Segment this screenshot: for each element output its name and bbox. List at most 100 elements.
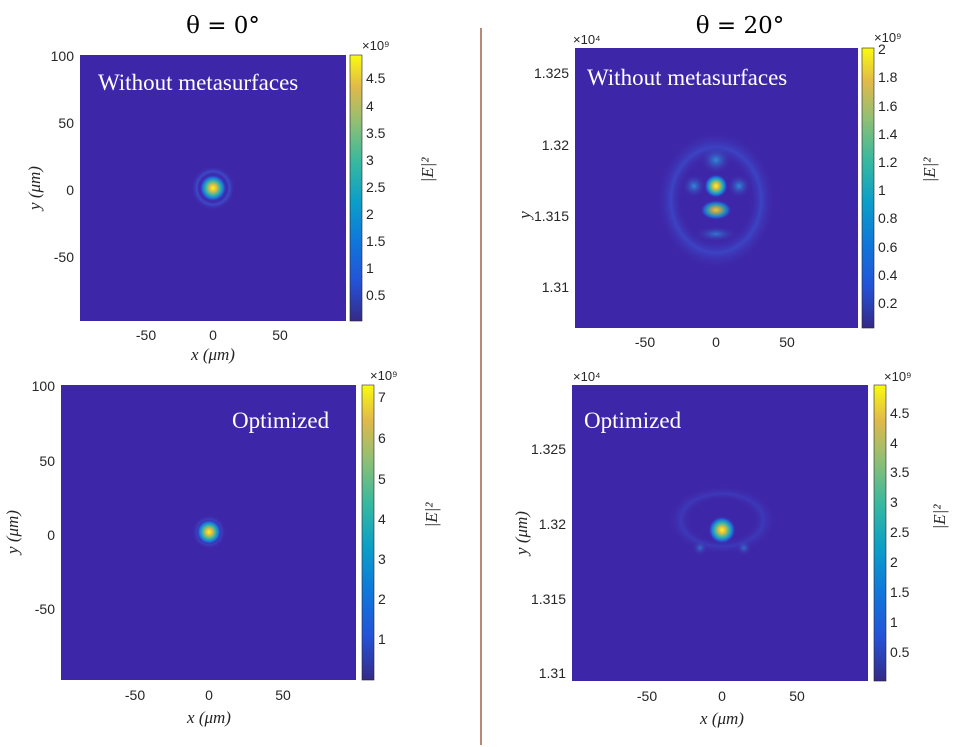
focal-spot [199, 174, 227, 202]
y-tick-label: 1.325 [534, 65, 569, 81]
column-title-left: θ = 0° [186, 13, 260, 39]
colorbar-tick: 3.5 [366, 125, 386, 141]
column-title-right: θ = 20° [696, 13, 785, 39]
x-tick-label: 50 [275, 687, 291, 703]
focal-spot [196, 519, 222, 545]
side-lobe [736, 540, 752, 556]
y-tick-label: 1.31 [539, 665, 566, 681]
x-tick-label: -50 [635, 334, 655, 350]
colorbar-exponent: ×10⁹ [874, 30, 902, 45]
colorbar-tick: 4.5 [890, 405, 910, 421]
colorbar-tick: 0.5 [890, 644, 910, 660]
colorbar-exponent: ×10⁹ [370, 368, 398, 383]
colorbar-tick: 1.2 [878, 154, 898, 170]
x-tick-label: 0 [209, 327, 217, 343]
y-tick-label: 100 [51, 48, 75, 64]
colorbar-tick: 2.5 [890, 524, 910, 540]
colorbar-tick: 2 [890, 554, 898, 570]
colorbar-label: |E|² [930, 504, 949, 530]
colorbar-tick: 2 [878, 41, 886, 57]
x-tick-label: 50 [779, 334, 795, 350]
y-tick-label: 1.315 [534, 208, 569, 224]
colorbar-tick: 3 [378, 551, 386, 567]
colorbar-tick: 1 [366, 260, 374, 276]
colorbar-tick: 4.5 [366, 70, 386, 86]
x-tick-label: 50 [789, 688, 805, 704]
x-tick-label: 0 [712, 334, 720, 350]
y-tick-label: 1.325 [531, 441, 566, 457]
y-tick-label: -50 [35, 601, 55, 617]
y-tick-label: 1.32 [542, 137, 569, 153]
colorbar-tick: 1.6 [878, 98, 898, 114]
side-lobe [692, 540, 708, 556]
side-lobe [727, 174, 751, 198]
focal-spot [708, 516, 736, 544]
colorbar-tick: 3 [366, 152, 374, 168]
x-tick-label: 50 [272, 327, 288, 343]
colorbar-tick: 3.5 [890, 464, 910, 480]
colorbar [873, 384, 887, 682]
colorbar-label: |E|² [418, 157, 437, 183]
x-tick-label: 0 [718, 688, 726, 704]
panel-top-left: Without metasurfaces 100 50 0 -50 -50 0 … [25, 38, 437, 364]
colorbar-tick: 3 [890, 494, 898, 510]
colorbar-exponent: ×10⁹ [362, 38, 390, 53]
colorbar-tick: 4 [890, 435, 898, 451]
y-tick-label: 1.315 [531, 591, 566, 607]
colorbar-tick: 0.5 [366, 287, 386, 303]
x-tick-label: -50 [637, 688, 657, 704]
side-lobe [694, 226, 738, 242]
x-axis-label: x (μm) [699, 709, 744, 728]
x-tick-label: -50 [125, 687, 145, 703]
y-tick-label: 0 [66, 182, 74, 198]
colorbar-label: |E|² [422, 502, 441, 528]
side-lobe [682, 174, 706, 198]
colorbar-tick: 7 [378, 389, 386, 405]
panel-bottom-right: Optimized ×10⁴ 1.325 1.32 1.315 1.31 -50… [512, 369, 949, 728]
panel-bottom-left: Optimized 100 50 0 -50 -50 0 50 x (μm) y… [3, 368, 441, 727]
y-axis-label: y (μm) [3, 510, 22, 556]
colorbar-tick: 4 [378, 511, 386, 527]
colorbar-tick: 6 [378, 430, 386, 446]
y-tick-label: -50 [54, 249, 74, 265]
colorbar-tick: 0.8 [878, 210, 898, 226]
y-tick-label: 50 [39, 453, 55, 469]
panel-title: Optimized [232, 408, 330, 433]
colorbar-tick: 1 [878, 182, 886, 198]
y-tick-label: 50 [58, 115, 74, 131]
colorbar-tick: 1.4 [878, 126, 898, 142]
side-lobe [700, 146, 732, 174]
x-axis-label: x (μm) [186, 708, 231, 727]
colorbar-tick: 1 [890, 614, 898, 630]
colorbar-tick: 1 [378, 631, 386, 647]
y-exponent: ×10⁴ [573, 369, 601, 384]
colorbar-tick: 4 [366, 98, 374, 114]
colorbar-exponent: ×10⁹ [884, 369, 912, 384]
panel-title: Without metasurfaces [98, 70, 298, 95]
colorbar-tick: 2.5 [366, 179, 386, 195]
colorbar-tick: 5 [378, 471, 386, 487]
y-axis-label: y (μm) [512, 511, 531, 557]
colorbar-tick: 0.2 [878, 295, 898, 311]
panel-title: Without metasurfaces [587, 65, 787, 90]
y-tick-label: 0 [47, 527, 55, 543]
colorbar-tick: 0.6 [878, 239, 898, 255]
side-lobe [700, 200, 732, 220]
colorbar [361, 384, 375, 681]
colorbar-tick: 1.5 [366, 233, 386, 249]
colorbar-tick: 1.5 [890, 584, 910, 600]
panel-title: Optimized [584, 408, 682, 433]
y-exponent: ×10⁴ [573, 32, 601, 47]
colorbar-tick: 2 [378, 591, 386, 607]
x-tick-label: 0 [205, 687, 213, 703]
colorbar-tick: 0.4 [878, 267, 898, 283]
colorbar-tick: 2 [366, 206, 374, 222]
focal-spot [704, 174, 728, 198]
y-axis-label: y (μm) [25, 166, 44, 212]
colorbar [349, 54, 363, 322]
x-axis-label: x (μm) [190, 345, 235, 364]
y-tick-label: 100 [32, 378, 56, 394]
colorbar-tick: 1.8 [878, 69, 898, 85]
colorbar [861, 47, 875, 329]
